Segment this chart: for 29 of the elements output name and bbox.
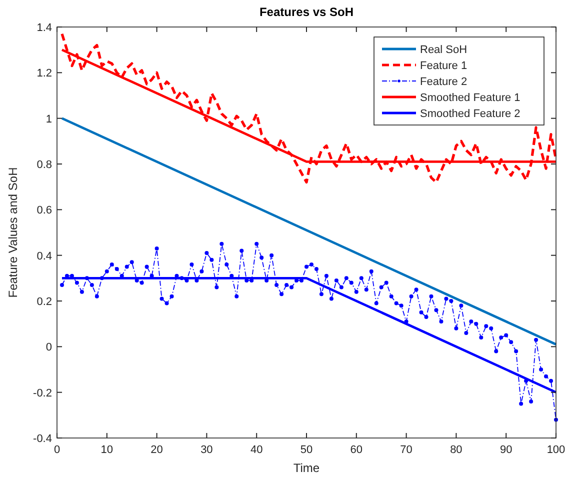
y-tick-label: 1.2 bbox=[36, 68, 52, 80]
chart-title: Features vs SoH bbox=[259, 5, 354, 19]
x-axis-title: Time bbox=[293, 461, 320, 475]
x-tick-label: 50 bbox=[300, 444, 313, 456]
y-tick-label: 0.6 bbox=[36, 204, 52, 217]
y-axis-title: Feature Values and SoH bbox=[6, 167, 20, 298]
legend-label: Real SoH bbox=[420, 44, 468, 56]
x-tick-label: 40 bbox=[250, 444, 263, 456]
y-tick-label: 1 bbox=[46, 113, 52, 126]
x-tick-label: 60 bbox=[350, 444, 363, 456]
legend-label: Smoothed Feature 1 bbox=[420, 92, 520, 104]
y-tick-label: 0.8 bbox=[36, 159, 52, 171]
legend-label: Feature 1 bbox=[420, 60, 468, 72]
y-tick-label: -0.4 bbox=[33, 433, 52, 445]
x-tick-label: 30 bbox=[200, 444, 213, 456]
x-tick-label: 0 bbox=[54, 444, 60, 456]
x-tick-label: 70 bbox=[400, 444, 412, 456]
y-tick-label: 1.4 bbox=[36, 22, 52, 34]
legend-label: Smoothed Feature 2 bbox=[420, 108, 520, 120]
x-tick-label: 10 bbox=[100, 444, 114, 456]
x-tick-label: 80 bbox=[450, 444, 462, 456]
y-tick-label: 0.4 bbox=[36, 250, 52, 262]
y-tick-label: -0.2 bbox=[33, 387, 52, 400]
legend-label: Feature 2 bbox=[420, 76, 468, 88]
x-tick-label: 90 bbox=[500, 444, 512, 456]
x-tick-label: 20 bbox=[150, 444, 163, 456]
y-tick-label: 0 bbox=[46, 342, 52, 354]
x-tick-label: 100 bbox=[546, 444, 566, 456]
y-tick-label: 0.2 bbox=[36, 296, 52, 308]
